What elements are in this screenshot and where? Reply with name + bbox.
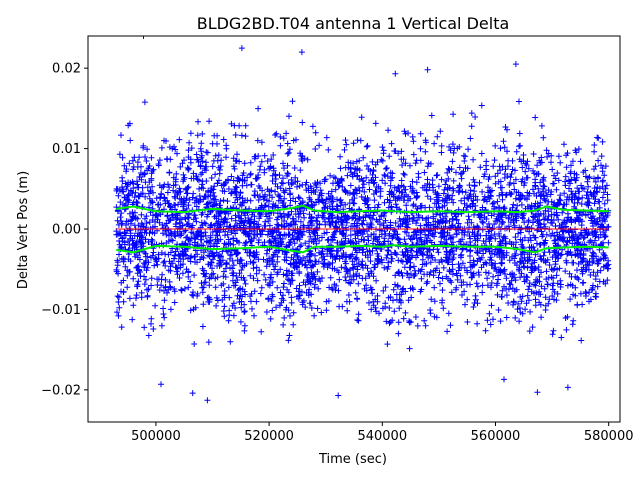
series-lines <box>116 204 609 254</box>
envelope-line-1 <box>116 204 609 214</box>
scatter-points <box>113 36 612 404</box>
x-tick-label: 560000 <box>471 429 521 444</box>
y-tick-label: −0.02 <box>41 383 81 398</box>
y-tick-label: −0.01 <box>41 303 81 318</box>
y-axis-label: Delta Vert Pos (m) <box>16 171 31 289</box>
y-tick-label: 0.01 <box>52 142 81 157</box>
x-axis: 500000 520000 540000 560000 580000 <box>131 422 634 444</box>
x-tick-label: 520000 <box>244 429 294 444</box>
scatter-markers <box>113 36 612 404</box>
envelope-line-2 <box>116 244 609 254</box>
x-tick-label: 500000 <box>131 429 181 444</box>
y-tick-label: 0.02 <box>52 62 81 77</box>
x-axis-label: Time (sec) <box>318 452 387 467</box>
plot-area <box>113 36 612 404</box>
chart-title: BLDG2BD.T04 antenna 1 Vertical Delta <box>197 14 510 33</box>
x-tick-label: 540000 <box>357 429 407 444</box>
y-axis: −0.02 −0.01 0.00 0.01 0.02 <box>41 62 88 398</box>
y-tick-label: 0.00 <box>52 223 81 238</box>
x-tick-label: 580000 <box>584 429 634 444</box>
